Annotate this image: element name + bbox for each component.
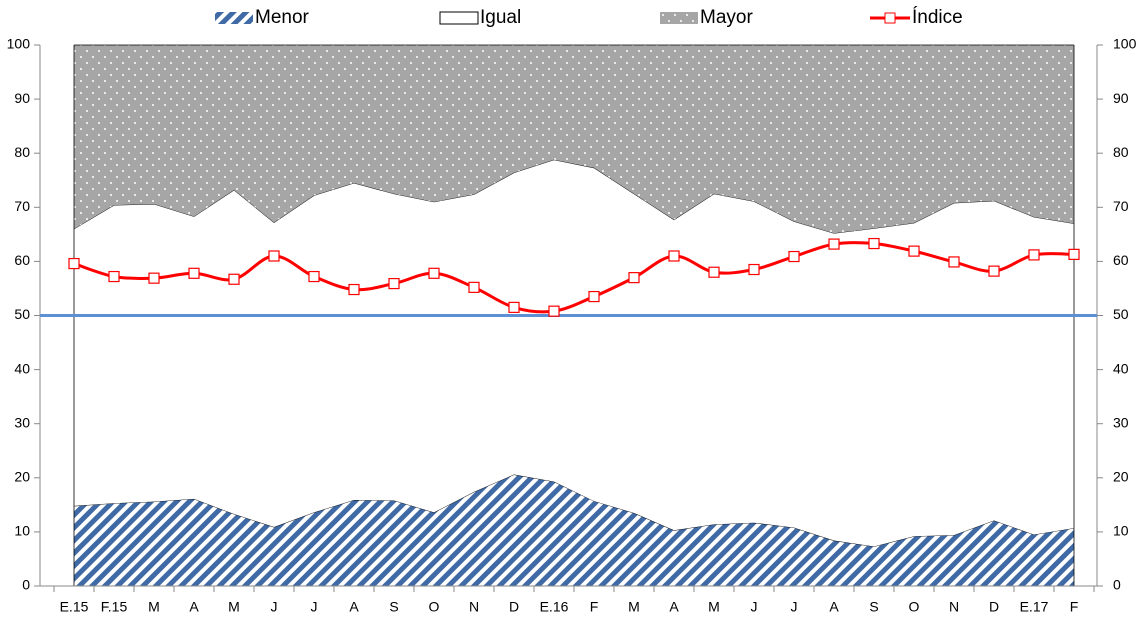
index-marker xyxy=(508,301,520,313)
y2-tick-label: 60 xyxy=(1113,252,1129,268)
index-marker xyxy=(628,272,640,284)
y2-tick-label: 40 xyxy=(1113,360,1129,376)
x-tick-label: O xyxy=(429,599,440,615)
index-marker xyxy=(708,266,720,278)
y2-tick-label: 70 xyxy=(1113,198,1129,214)
x-tick-label: J xyxy=(791,599,798,615)
y2-tick-label: 90 xyxy=(1113,90,1129,106)
x-tick-label: N xyxy=(949,599,959,615)
x-tick-label: D xyxy=(509,599,519,615)
x-tick-label: F xyxy=(590,599,599,615)
y-tick-label: 30 xyxy=(14,414,30,430)
legend-label: Mayor xyxy=(700,7,753,28)
index-marker xyxy=(948,256,960,268)
y-tick-label: 60 xyxy=(14,252,30,268)
y-tick-label: 50 xyxy=(14,306,30,322)
index-marker xyxy=(668,250,680,262)
y2-tick-label: 30 xyxy=(1113,414,1129,430)
index-marker xyxy=(908,245,920,257)
index-marker xyxy=(548,305,560,317)
x-tick-label: M xyxy=(628,599,640,615)
x-tick-label: A xyxy=(669,599,679,615)
x-tick-label: M xyxy=(228,599,240,615)
y-tick-label: 0 xyxy=(22,577,30,593)
x-tick-label: A xyxy=(349,599,359,615)
x-tick-label: E.15 xyxy=(60,599,89,615)
legend-swatch xyxy=(439,11,479,25)
y-tick-label: 10 xyxy=(14,523,30,539)
index-marker xyxy=(828,238,840,250)
index-marker xyxy=(588,290,600,303)
x-tick-label: S xyxy=(389,599,398,615)
x-tick-label: M xyxy=(148,599,160,615)
area-fill xyxy=(74,45,1074,234)
y-tick-label: 20 xyxy=(14,469,30,485)
index-marker xyxy=(1028,249,1040,261)
x-tick-label: E.16 xyxy=(540,599,569,615)
y-tick-label: 40 xyxy=(14,360,30,376)
index-marker xyxy=(348,283,360,296)
y-tick-label: 100 xyxy=(7,36,31,52)
index-marker xyxy=(188,267,200,279)
index-marker xyxy=(748,263,760,276)
y2-tick-label: 20 xyxy=(1113,469,1129,485)
y2-tick-label: 0 xyxy=(1113,577,1121,593)
index-marker xyxy=(428,267,440,279)
index-marker xyxy=(108,270,120,283)
y-tick-label: 80 xyxy=(14,144,30,160)
x-tick-label: S xyxy=(869,599,878,615)
index-marker xyxy=(308,270,320,283)
index-marker xyxy=(1068,248,1080,260)
x-tick-label: N xyxy=(469,599,479,615)
legend-swatch xyxy=(215,12,253,24)
index-marker xyxy=(228,273,240,285)
index-marker xyxy=(388,277,400,290)
x-tick-label: O xyxy=(909,599,920,615)
x-tick-label: J xyxy=(751,599,758,615)
y2-tick-label: 100 xyxy=(1113,36,1137,52)
x-tick-label: A xyxy=(829,599,839,615)
index-marker xyxy=(268,250,280,262)
index-marker xyxy=(468,281,480,293)
x-tick-label: D xyxy=(989,599,999,615)
x-tick-label: A xyxy=(189,599,199,615)
x-tick-label: E.17 xyxy=(1020,599,1049,615)
x-tick-label: M xyxy=(708,599,720,615)
index-marker xyxy=(788,250,800,263)
area-fill xyxy=(74,159,1074,547)
y-tick-label: 90 xyxy=(14,90,30,106)
x-tick-label: F.15 xyxy=(101,599,128,615)
legend-label: Igual xyxy=(480,7,521,28)
y2-tick-label: 50 xyxy=(1113,306,1129,322)
y2-tick-label: 10 xyxy=(1113,523,1129,539)
legend-label: Índice xyxy=(912,7,963,28)
legend: Menor Igual Mayor Índice xyxy=(215,7,963,28)
index-marker xyxy=(148,272,160,284)
index-marker xyxy=(988,265,1000,277)
legend-label: Menor xyxy=(255,7,310,28)
y2-tick-label: 80 xyxy=(1113,144,1129,160)
index-marker xyxy=(68,257,80,270)
y-tick-label: 70 xyxy=(14,198,30,214)
x-tick-label: J xyxy=(311,599,318,615)
legend-swatch xyxy=(884,12,896,24)
legend-swatch xyxy=(660,12,698,24)
x-tick-label: F xyxy=(1070,599,1079,615)
x-tick-label: J xyxy=(271,599,278,615)
index-marker xyxy=(868,237,880,250)
area-fill xyxy=(74,474,1074,586)
